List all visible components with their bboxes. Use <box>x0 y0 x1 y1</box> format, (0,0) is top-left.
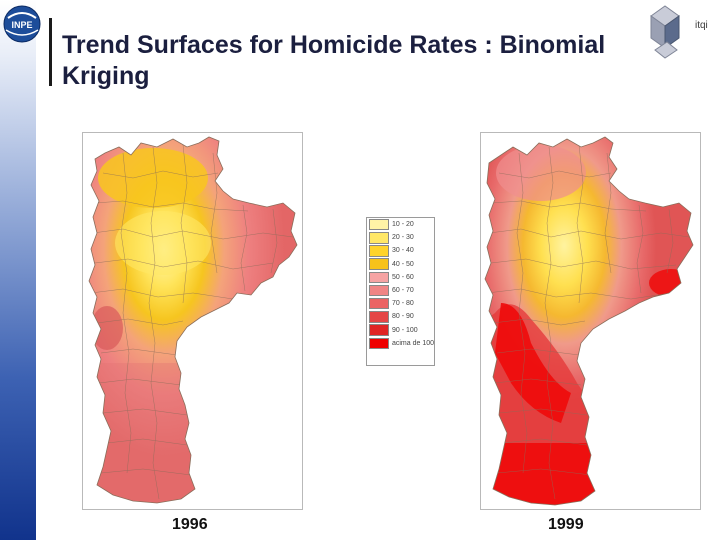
legend-item: 30 - 40 <box>369 244 434 257</box>
map-legend: 10 - 20 20 - 30 30 - 40 40 - 50 50 - 60 60 - … <box>366 217 435 366</box>
legend-swatch <box>369 284 389 297</box>
legend-label: acima de 100 <box>391 339 434 347</box>
map-caption-1996: 1996 <box>172 516 208 533</box>
legend-label: 30 - 40 <box>392 247 414 255</box>
brand-text: itqi <box>695 20 708 31</box>
legend-swatch <box>369 258 389 270</box>
brand-logo: itqi <box>645 4 717 72</box>
legend-label: 40 - 50 <box>392 260 414 268</box>
legend-item: acima de 100 <box>369 337 434 350</box>
legend-swatch <box>369 311 389 323</box>
legend-item: 70 - 80 <box>369 297 434 310</box>
legend-swatch <box>369 337 389 350</box>
map-1996 <box>82 132 303 510</box>
legend-swatch <box>369 218 389 231</box>
legend-swatch <box>369 271 389 284</box>
legend-label: 10 - 20 <box>392 221 414 229</box>
legend-swatch <box>369 324 389 336</box>
legend-swatch <box>369 297 389 310</box>
legend-item: 80 - 90 <box>369 310 434 323</box>
legend-swatch <box>369 232 389 244</box>
inpe-logo: INPE <box>2 4 42 44</box>
map-caption-1999: 1999 <box>548 516 584 533</box>
legend-label: 20 - 30 <box>392 234 414 242</box>
slide-sidebar-gradient <box>0 0 36 540</box>
map-1999 <box>480 132 701 510</box>
legend-label: 90 - 100 <box>392 326 418 334</box>
legend-item: 10 - 20 <box>369 218 434 231</box>
legend-item: 50 - 60 <box>369 271 434 284</box>
title-accent-rule <box>49 18 52 86</box>
legend-item: 20 - 30 <box>369 231 434 244</box>
legend-label: 80 - 90 <box>392 313 414 321</box>
logo-text: INPE <box>11 20 32 30</box>
legend-label: 50 - 60 <box>392 273 414 281</box>
legend-item: 90 - 100 <box>369 324 434 337</box>
legend-swatch <box>369 245 389 257</box>
legend-item: 40 - 50 <box>369 258 434 271</box>
slide-title: Trend Surfaces for Homicide Rates : Bino… <box>62 31 606 90</box>
legend-label: 60 - 70 <box>392 287 414 295</box>
legend-item: 60 - 70 <box>369 284 434 297</box>
legend-label: 70 - 80 <box>392 300 414 308</box>
